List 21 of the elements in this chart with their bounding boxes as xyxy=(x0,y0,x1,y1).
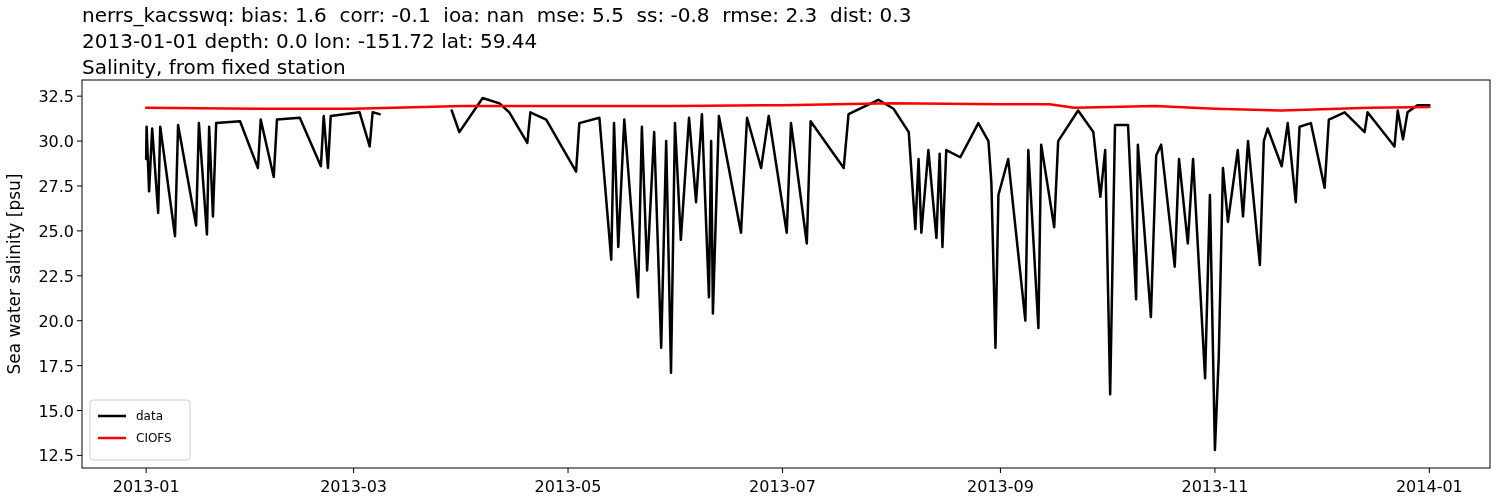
y-tick-label: 17.5 xyxy=(38,356,74,376)
y-tick-label: 15.0 xyxy=(38,401,74,421)
legend-label: CIOFS xyxy=(136,431,172,445)
x-tick-label: 2013-03 xyxy=(320,477,388,496)
x-tick-label: 2013-09 xyxy=(967,477,1034,496)
x-tick-label: 2013-07 xyxy=(749,477,816,496)
y-tick-label: 22.5 xyxy=(38,266,74,286)
y-tick-label: 12.5 xyxy=(38,446,74,466)
x-tick-label: 2013-05 xyxy=(534,477,602,496)
x-tick-label: 2014-01 xyxy=(1395,477,1463,496)
chart-title: nerrs_kacsswq: bias: 1.6 corr: -0.1 ioa: nan mse: 5.5 ss: -0.8 rmse: 2.3 dist: 0.3 2013-01-01 depth: 0.0 lon: -151.72 lat: 59.44 Salinity, from fixed station xyxy=(82,3,912,79)
y-tick-label: 30.0 xyxy=(38,132,74,152)
x-tick-label: 2013-11 xyxy=(1181,477,1249,496)
y-tick-label: 25.0 xyxy=(38,221,74,241)
line-series xyxy=(144,102,1431,112)
y-tick-label: 20.0 xyxy=(38,311,74,331)
y-tick-label: 27.5 xyxy=(38,176,74,196)
x-tick-label: 2013-01 xyxy=(112,477,180,496)
y-axis-title: Sea water salinity [psu] xyxy=(4,173,24,375)
legend-label: data xyxy=(136,409,164,423)
y-tick-label: 32.5 xyxy=(38,87,74,107)
